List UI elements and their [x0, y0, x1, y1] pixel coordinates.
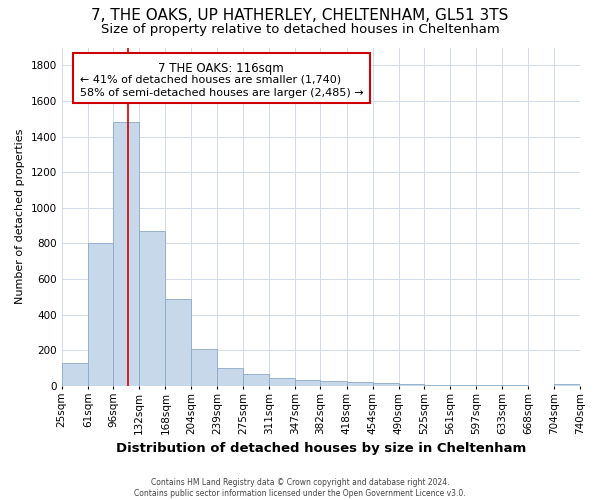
- Bar: [166, 298, 191, 386]
- Bar: [243, 374, 269, 386]
- Text: Contains HM Land Registry data © Crown copyright and database right 2024.
Contai: Contains HM Land Registry data © Crown c…: [134, 478, 466, 498]
- Bar: [347, 382, 373, 386]
- Bar: [373, 384, 399, 386]
- Bar: [295, 380, 320, 386]
- Bar: [139, 231, 166, 386]
- Bar: [320, 381, 347, 386]
- Bar: [554, 384, 580, 386]
- Y-axis label: Number of detached properties: Number of detached properties: [15, 129, 25, 304]
- Text: 7, THE OAKS, UP HATHERLEY, CHELTENHAM, GL51 3TS: 7, THE OAKS, UP HATHERLEY, CHELTENHAM, G…: [91, 8, 509, 22]
- Text: 58% of semi-detached houses are larger (2,485) →: 58% of semi-detached houses are larger (…: [80, 88, 364, 98]
- Bar: [217, 368, 243, 386]
- Bar: [191, 350, 217, 386]
- Bar: [62, 363, 88, 386]
- Text: Size of property relative to detached houses in Cheltenham: Size of property relative to detached ho…: [101, 22, 499, 36]
- X-axis label: Distribution of detached houses by size in Cheltenham: Distribution of detached houses by size …: [116, 442, 526, 455]
- Bar: [269, 378, 295, 386]
- Bar: [450, 385, 476, 386]
- Bar: [88, 244, 113, 386]
- Bar: [113, 122, 139, 386]
- Bar: [73, 53, 370, 102]
- Text: 7 THE OAKS: 116sqm: 7 THE OAKS: 116sqm: [158, 62, 284, 75]
- Text: ← 41% of detached houses are smaller (1,740): ← 41% of detached houses are smaller (1,…: [80, 74, 341, 85]
- Bar: [424, 384, 450, 386]
- Bar: [399, 384, 424, 386]
